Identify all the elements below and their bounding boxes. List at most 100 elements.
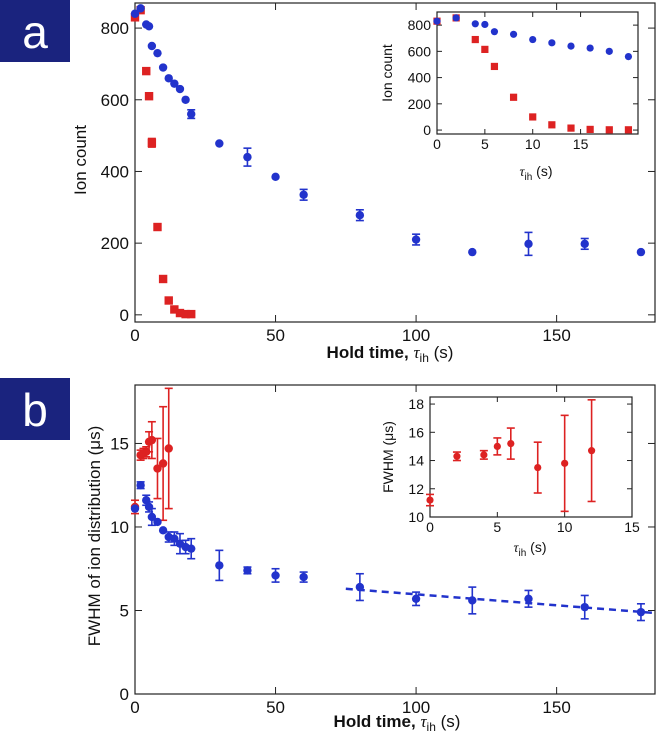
a-main-blue-point bbox=[153, 48, 162, 58]
b-main-blue-point bbox=[158, 526, 168, 535]
a-main-blue-point bbox=[243, 152, 252, 162]
b-inset-xaxis-title: τih (s) bbox=[513, 539, 546, 559]
b-inset-red-point bbox=[534, 463, 542, 472]
a-inset-blue-point bbox=[509, 30, 518, 38]
b-inset-red-point bbox=[453, 452, 461, 460]
a-inset-red-point bbox=[624, 126, 633, 134]
a-inset-red-point bbox=[529, 113, 537, 121]
b-main-ytick-label: 0 bbox=[120, 685, 129, 704]
a-inset-red-point bbox=[481, 45, 489, 53]
b-main-blue-point bbox=[147, 512, 157, 522]
a-inset-plot-area bbox=[437, 12, 638, 134]
a-inset-blue-point bbox=[548, 39, 556, 47]
b-main-blue-point bbox=[170, 534, 179, 543]
plot-a-inset: 0 5 10 15 0 200 400 600 800 τih (s) Ion count bbox=[379, 11, 639, 183]
a-inset-red-point bbox=[509, 93, 518, 101]
a-main-blue-point bbox=[136, 4, 145, 13]
a-main-blue-point bbox=[187, 109, 196, 119]
a-main-blue-point bbox=[147, 41, 157, 51]
a-inset-frame bbox=[436, 11, 639, 135]
b-main-xaxis-title: Hold time, τih (s) bbox=[334, 712, 461, 734]
a-main-red-point bbox=[142, 66, 151, 76]
b-inset-ytick-label: 12 bbox=[408, 481, 424, 497]
a-main-ytick-label: 800 bbox=[101, 19, 129, 38]
b-inset-ytick-label: 14 bbox=[408, 453, 424, 469]
b-main-red-point bbox=[153, 464, 162, 473]
panel-a-label-box bbox=[0, 0, 70, 62]
b-main-xtick-label: 50 bbox=[266, 698, 285, 717]
panel-a-label: a bbox=[22, 6, 48, 58]
b-inset-red-point bbox=[480, 451, 488, 459]
a-main-xtick-label: 50 bbox=[266, 326, 285, 345]
a-main-red-point bbox=[164, 296, 173, 305]
a-inset-xtick-label: 15 bbox=[573, 136, 589, 152]
a-main-xtick-label: 150 bbox=[542, 326, 570, 345]
a-inset-blue-point bbox=[481, 20, 489, 29]
a-inset-blue-point bbox=[605, 47, 613, 55]
panel-b-label: b bbox=[22, 384, 48, 436]
plot-b-inset: 0 5 10 15 10 12 14 16 18 τih (s) FWHM (μs) bbox=[380, 396, 640, 559]
b-main-blue-point bbox=[187, 544, 196, 553]
a-main-ytick-label: 0 bbox=[120, 306, 129, 325]
a-inset-red-point bbox=[490, 62, 499, 71]
b-main-xtick-label: 100 bbox=[402, 698, 430, 717]
a-main-frame bbox=[134, 2, 656, 323]
a-inset-xtick-label: 10 bbox=[525, 136, 541, 152]
b-inset-xtick-label: 15 bbox=[624, 519, 640, 535]
a-main-xtick-label: 100 bbox=[402, 326, 430, 345]
b-inset-frame bbox=[429, 396, 633, 518]
a-inset-red-point bbox=[605, 126, 613, 134]
b-inset-ytick-label: 18 bbox=[408, 396, 424, 412]
b-inset-red-point bbox=[507, 439, 515, 448]
a-main-xtick-label: 0 bbox=[130, 326, 139, 345]
a-inset-blue-point bbox=[490, 28, 499, 36]
b-inset-ytick-label: 16 bbox=[408, 424, 424, 440]
a-inset-ytick-label: 0 bbox=[423, 122, 431, 138]
a-main-blue-point bbox=[170, 79, 179, 88]
b-inset-xtick-label: 10 bbox=[557, 519, 573, 535]
a-main-red-point bbox=[147, 138, 157, 147]
b-main-xtick-label: 0 bbox=[130, 698, 139, 717]
a-inset-red-point bbox=[471, 35, 479, 44]
a-main-red-point bbox=[158, 274, 168, 284]
a-main-xaxis-title: Hold time, τih (s) bbox=[327, 343, 454, 365]
a-main-red-point bbox=[153, 222, 162, 232]
b-main-blue-point bbox=[636, 607, 646, 617]
b-inset-xtick-label: 0 bbox=[426, 519, 434, 535]
a-main-blue-point bbox=[411, 235, 421, 244]
a-main-blue-point bbox=[175, 84, 185, 94]
a-main-red-point bbox=[170, 305, 179, 314]
a-main-blue-point bbox=[144, 22, 154, 31]
b-main-blue-point bbox=[215, 561, 224, 570]
a-inset-blue-point bbox=[471, 20, 479, 28]
a-inset-ytick-label: 400 bbox=[408, 70, 432, 86]
a-inset-red-point bbox=[548, 121, 556, 129]
a-inset-red-point bbox=[567, 124, 575, 132]
b-inset-red-point bbox=[426, 496, 434, 504]
a-main-blue-point bbox=[355, 210, 365, 220]
b-main-blue-point bbox=[153, 517, 162, 527]
b-main-ytick-label: 15 bbox=[110, 434, 129, 453]
b-main-fit-line bbox=[345, 587, 656, 615]
a-inset-blue-point bbox=[529, 35, 537, 44]
b-main-red-point bbox=[164, 444, 173, 453]
b-main-blue-point bbox=[136, 481, 145, 490]
b-inset-xtick-label: 5 bbox=[493, 519, 501, 535]
a-inset-yaxis-title: Ion count bbox=[379, 44, 395, 102]
b-main-blue-point bbox=[299, 572, 308, 582]
a-main-blue-point bbox=[130, 9, 140, 18]
a-main-ytick-label: 600 bbox=[101, 91, 129, 110]
a-inset-red-point bbox=[586, 125, 594, 134]
b-inset-red-point bbox=[493, 442, 501, 451]
a-main-red-point bbox=[175, 308, 185, 318]
a-inset-blue-point bbox=[567, 42, 575, 50]
b-main-ytick-label: 10 bbox=[110, 518, 129, 537]
b-main-blue-point bbox=[271, 571, 280, 580]
a-inset-ytick-label: 200 bbox=[408, 96, 432, 112]
b-main-blue-point bbox=[524, 594, 533, 603]
a-main-blue-point bbox=[158, 63, 168, 72]
a-main-ytick-label: 400 bbox=[101, 162, 129, 181]
a-main-red-point bbox=[187, 309, 196, 319]
b-inset-ytick-label: 10 bbox=[408, 509, 424, 525]
a-inset-xtick-label: 5 bbox=[481, 136, 489, 152]
